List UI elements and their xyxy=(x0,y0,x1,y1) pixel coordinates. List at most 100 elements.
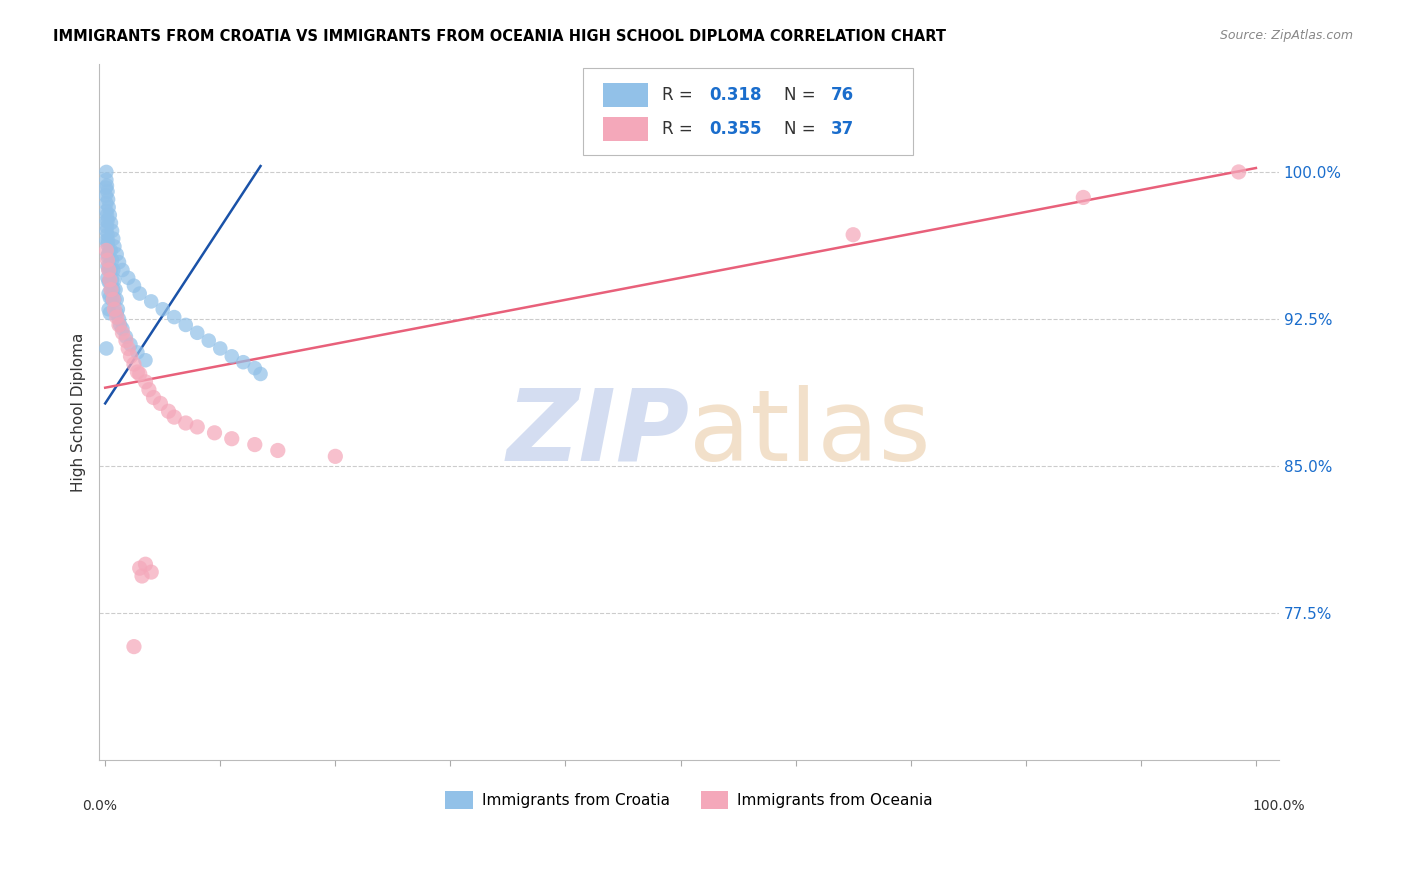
Point xyxy=(96,214,118,228)
Point xyxy=(149,396,172,410)
Point xyxy=(111,322,134,336)
Point xyxy=(174,416,197,430)
Point xyxy=(96,165,118,179)
Point xyxy=(117,271,139,285)
Point xyxy=(98,306,121,320)
Point xyxy=(122,278,145,293)
Point xyxy=(96,204,118,219)
Point xyxy=(127,345,149,359)
Point xyxy=(101,224,124,238)
Point xyxy=(100,283,122,297)
Point xyxy=(104,283,127,297)
Point xyxy=(97,263,120,277)
Point xyxy=(325,450,347,464)
Point xyxy=(134,353,156,368)
Point xyxy=(107,302,129,317)
Point xyxy=(96,178,118,193)
Point xyxy=(141,294,163,309)
Text: 37: 37 xyxy=(831,120,853,137)
Point xyxy=(117,342,139,356)
Text: 100.0%: 100.0% xyxy=(1253,798,1305,813)
Point xyxy=(101,253,124,268)
Point xyxy=(103,263,125,277)
Point xyxy=(97,302,120,317)
Point xyxy=(103,273,125,287)
Point xyxy=(105,293,128,307)
Point xyxy=(115,334,138,348)
Point xyxy=(103,302,125,317)
Legend: Immigrants from Croatia, Immigrants from Oceania: Immigrants from Croatia, Immigrants from… xyxy=(439,785,939,815)
FancyBboxPatch shape xyxy=(603,117,648,141)
Point xyxy=(141,565,163,579)
Point xyxy=(96,219,118,234)
Point xyxy=(108,318,131,332)
Point xyxy=(100,263,122,277)
Point xyxy=(842,227,865,242)
Point xyxy=(100,283,122,297)
Text: ZIP: ZIP xyxy=(506,384,689,482)
Text: 76: 76 xyxy=(831,86,853,104)
Text: IMMIGRANTS FROM CROATIA VS IMMIGRANTS FROM OCEANIA HIGH SCHOOL DIPLOMA CORRELATI: IMMIGRANTS FROM CROATIA VS IMMIGRANTS FR… xyxy=(53,29,946,44)
Point xyxy=(96,214,118,228)
Text: atlas: atlas xyxy=(689,384,931,482)
Point xyxy=(97,263,120,277)
Point xyxy=(98,273,121,287)
Point xyxy=(221,349,243,363)
Point xyxy=(108,318,131,332)
Point xyxy=(128,367,150,381)
Point xyxy=(105,247,128,261)
Point xyxy=(96,271,118,285)
Point xyxy=(103,293,125,307)
Point xyxy=(122,357,145,371)
Text: 0.0%: 0.0% xyxy=(82,798,117,813)
Text: N =: N = xyxy=(783,120,821,137)
Point xyxy=(96,259,118,273)
Point xyxy=(96,253,118,268)
Point xyxy=(96,244,118,258)
Point xyxy=(221,432,243,446)
Point xyxy=(98,208,121,222)
Point xyxy=(128,561,150,575)
Point xyxy=(232,355,254,369)
Point xyxy=(111,263,134,277)
Point xyxy=(134,375,156,389)
Point xyxy=(101,273,124,287)
Point xyxy=(267,443,290,458)
Point xyxy=(1227,165,1250,179)
Point xyxy=(103,293,125,307)
Point xyxy=(96,234,118,248)
Text: R =: R = xyxy=(662,86,697,104)
Point xyxy=(101,293,124,307)
Point xyxy=(120,337,142,351)
Point xyxy=(108,255,131,269)
Point xyxy=(152,302,174,317)
Point xyxy=(97,200,120,214)
Point xyxy=(115,329,138,343)
Point xyxy=(96,237,118,252)
Point xyxy=(97,275,120,289)
Point xyxy=(96,185,118,199)
Point xyxy=(96,208,118,222)
Point xyxy=(243,361,266,376)
Point xyxy=(138,383,160,397)
Point xyxy=(96,196,118,211)
Point xyxy=(111,326,134,340)
Point xyxy=(94,188,117,202)
Point xyxy=(97,247,120,261)
Point xyxy=(174,318,197,332)
Point xyxy=(134,558,156,572)
Point xyxy=(122,640,145,654)
Point xyxy=(142,391,165,405)
Point xyxy=(249,367,271,381)
Point xyxy=(97,286,120,301)
Point xyxy=(96,249,118,263)
Point xyxy=(98,290,121,304)
Point xyxy=(197,334,219,348)
Point xyxy=(128,286,150,301)
Point xyxy=(96,173,118,187)
Point xyxy=(105,310,128,324)
Point xyxy=(97,234,120,248)
Point xyxy=(209,342,232,356)
Y-axis label: High School Diploma: High School Diploma xyxy=(72,333,86,491)
FancyBboxPatch shape xyxy=(583,68,914,154)
